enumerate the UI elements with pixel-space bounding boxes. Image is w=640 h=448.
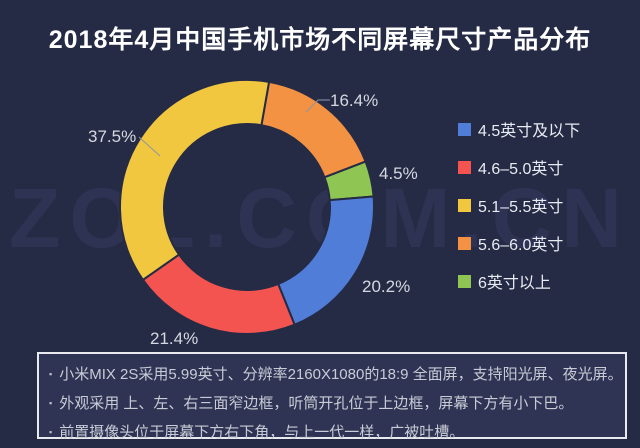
bullet-icon: ▪ [49,398,53,408]
legend-swatch-orange [458,236,471,250]
legend-swatch-red [458,160,471,174]
legend-label: 5.1–5.5英寸 [478,199,564,216]
legend-item-4.5-below: 4.5英寸及以下 [458,121,580,140]
pct-label-5.6-6.0: 16.4% [330,91,379,110]
legend-swatch-yellow [458,198,471,212]
note-row: ▪ 前置摄像头位于屏幕下方右下角，与上一代一样，广被吐槽。 [49,419,615,448]
donut-slice-4.5英寸及以下 [276,195,375,327]
donut-slice-5.1–5.5英寸 [119,79,271,282]
bullet-icon: ▪ [49,427,53,437]
pct-label-5.1-5.5: 37.5% [88,127,137,146]
leader-line-37.5 [138,136,161,157]
legend-label: 4.5英寸及以下 [478,123,581,140]
note-row: ▪ 小米MIX 2S采用5.99英寸、分辨率2160X1080的18:9 全面屏… [49,361,623,390]
legend-item-5.6-6.0: 5.6–6.0英寸 [458,235,580,254]
note-text: 前置摄像头位于屏幕下方右下角，与上一代一样，广被吐槽。 [59,424,465,441]
notes-panel: ▪ 小米MIX 2S采用5.99英寸、分辨率2160X1080的18:9 全面屏… [37,352,627,441]
page-title: 2018年4月中国手机市场不同屏幕尺寸产品分布 [48,26,592,54]
legend-label: 6英寸以上 [478,275,551,292]
bullet-icon: ▪ [49,369,53,379]
legend-swatch-green [458,274,471,288]
legend-label: 5.6–6.0英寸 [478,237,564,254]
legend-item-6plus: 6英寸以上 [458,273,580,292]
leader-line-16.4 [305,99,330,113]
legend-item-5.1-5.5: 5.1–5.5英寸 [458,197,580,216]
pct-label-4.6-5.0: 21.4% [150,329,199,348]
donut-slice-4.6–5.0英寸 [141,253,296,335]
pct-label-4.5below: 20.2% [362,277,411,296]
pct-label-6plus: 4.5% [379,164,418,183]
legend-item-4.6-5.0: 4.6–5.0英寸 [458,159,580,178]
site-watermark: ZOL.COM.CN [9,171,631,265]
legend-label: 4.6–5.0英寸 [478,161,564,178]
chart-legend: 4.5英寸及以下 4.6–5.0英寸 5.1–5.5英寸 5.6–6.0英寸 6… [458,121,580,292]
legend-swatch-blue [458,122,471,136]
note-row: ▪ 外观采用 上、左、右三面窄边框，听筒开孔位于上边框，屏幕下方有小下巴。 [49,390,615,419]
note-text: 小米MIX 2S采用5.99英寸、分辨率2160X1080的18:9 全面屏，支… [59,366,623,383]
note-text: 外观采用 上、左、右三面窄边框，听筒开孔位于上边框，屏幕下方有小下巴。 [59,395,574,412]
